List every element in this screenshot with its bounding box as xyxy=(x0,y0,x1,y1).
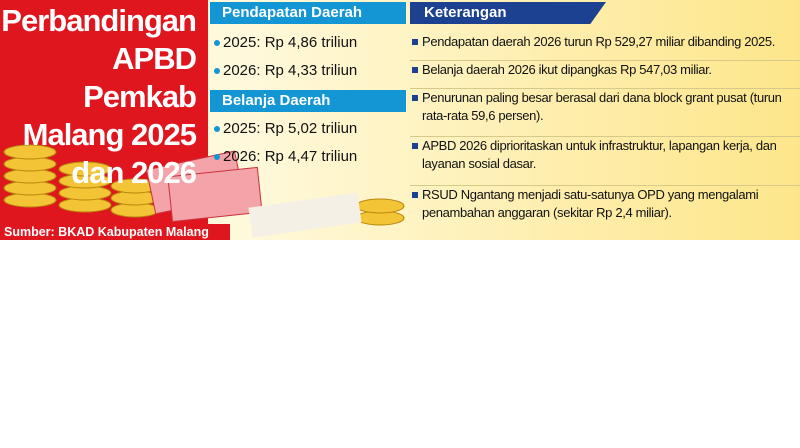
source: Sumber: BKAD Kabupaten Malang xyxy=(0,224,230,240)
infographic: Perbandingan APBD Pemkab Malang 2025 dan… xyxy=(0,0,800,240)
note: Belanja daerah 2026 ikut dipangkas Rp 54… xyxy=(410,60,800,79)
note: Pendapatan daerah 2026 turun Rp 529,27 m… xyxy=(410,33,800,51)
title: Perbandingan APBD Pemkab Malang 2025 dan… xyxy=(0,2,208,192)
section-item: 2026: Rp 4,47 triliun xyxy=(214,148,357,165)
section-item: 2025: Rp 5,02 triliun xyxy=(214,120,357,137)
illustration xyxy=(3,144,405,238)
note: Penurunan paling besar berasal dari dana… xyxy=(410,88,800,125)
title-line: Malang 2025 xyxy=(22,117,197,152)
section-item: 2025: Rp 4,86 triliun xyxy=(214,34,357,51)
section-heading: Pendapatan Daerah xyxy=(210,2,406,24)
notes-heading: Keterangan xyxy=(410,2,606,24)
note: APBD 2026 diprioritaskan untuk infrastru… xyxy=(410,136,800,173)
section-item: 2026: Rp 4,33 triliun xyxy=(214,62,357,79)
note: RSUD Ngantang menjadi satu-satunya OPD y… xyxy=(410,185,800,222)
title-line: Perbandingan xyxy=(1,3,197,38)
title-line: dan 2026 xyxy=(71,155,197,190)
title-line: APBD Pemkab xyxy=(83,41,197,114)
section-heading: Belanja Daerah xyxy=(210,90,406,112)
